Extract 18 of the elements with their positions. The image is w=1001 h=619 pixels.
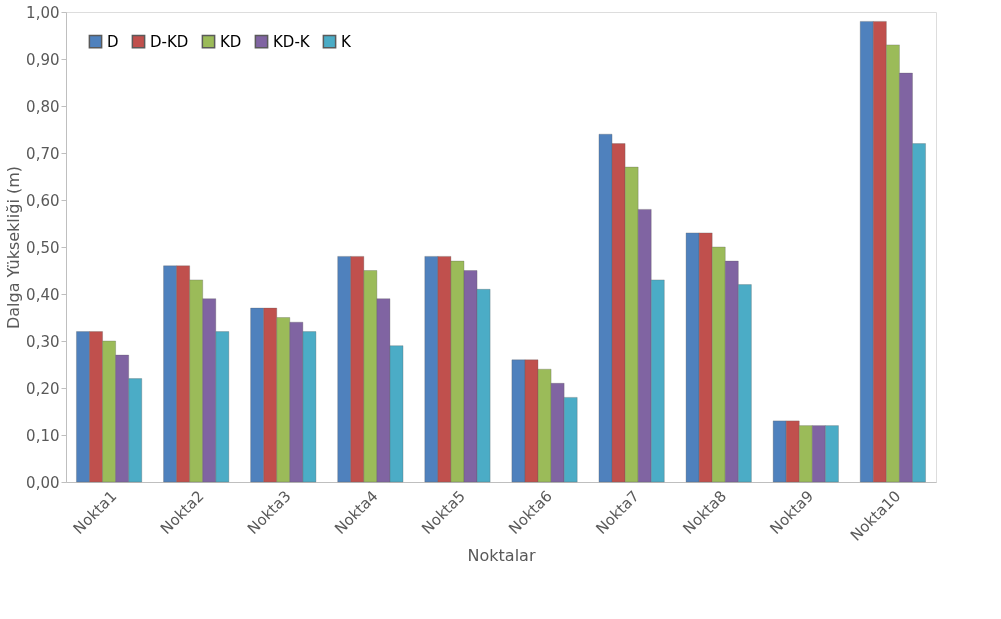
- y-tick-label: 0,20: [26, 379, 60, 398]
- y-tick-label: 0,00: [26, 473, 60, 492]
- y-tick-label: 0,30: [26, 332, 60, 351]
- y-tick-label: 0,40: [26, 285, 60, 304]
- y-tick-label: 0,10: [26, 426, 60, 445]
- y-tick-label: 0,60: [26, 191, 60, 210]
- legend-label: KD-K: [273, 32, 311, 51]
- y-tick-label: 0,90: [26, 50, 60, 69]
- legend-label: KD: [220, 32, 242, 51]
- legend-label: K: [341, 32, 352, 51]
- y-tick-label: 0,70: [26, 144, 60, 163]
- y-axis-title: Dalga Yüksekliği (m): [4, 165, 24, 330]
- legend-label: D: [107, 32, 119, 51]
- y-tick-label: 0,80: [26, 97, 60, 116]
- x-axis-title: Noktalar: [467, 545, 536, 565]
- y-tick-label: 1,00: [26, 3, 60, 22]
- legend-label: D-KD: [150, 32, 189, 51]
- y-tick-label: 0,50: [26, 238, 60, 257]
